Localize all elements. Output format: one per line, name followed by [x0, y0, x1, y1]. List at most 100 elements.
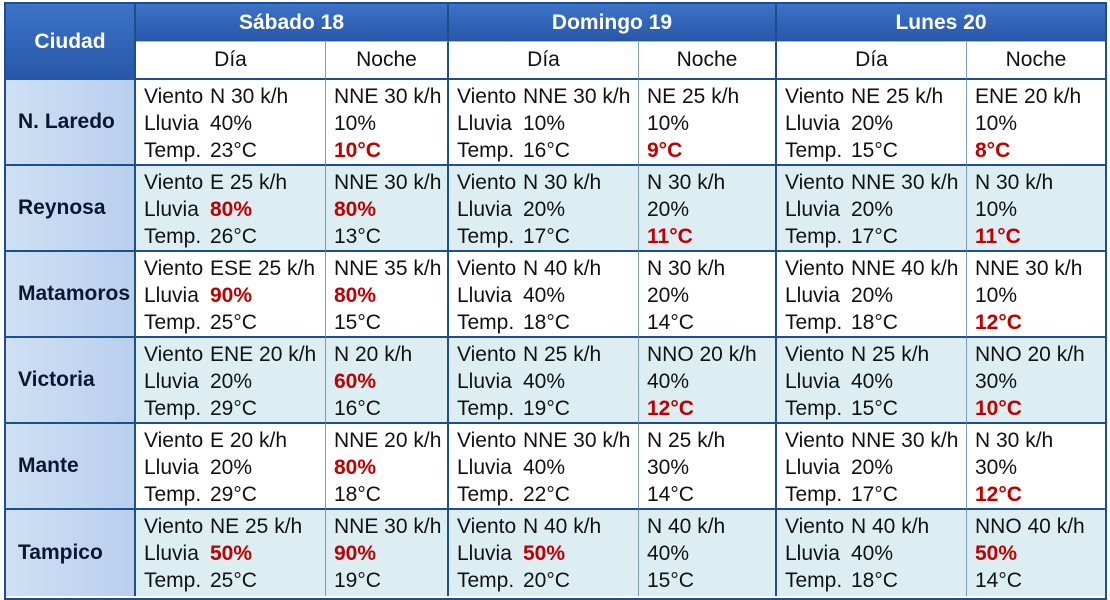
wind-line-label: Viento	[457, 343, 517, 366]
temp-line: Temp. 29°C	[144, 395, 325, 422]
wind-line-label: Viento	[144, 515, 204, 538]
wind-line-label: Viento	[144, 429, 204, 452]
wind-line: Viento E 20 k/h	[144, 427, 325, 454]
forecast-cell: Viento NNE 30 k/h Lluvia 20% Temp. 17°C	[777, 424, 967, 510]
city-name: Victoria	[6, 338, 136, 424]
wind-line-value: N 30 k/h	[975, 171, 1054, 194]
wind-line: Viento N 40 k/h	[457, 255, 638, 282]
forecast-cell: N 40 k/h 40% 15°C	[639, 510, 777, 596]
rain-line: Lluvia 20%	[785, 282, 966, 309]
temp-line-value: 15°C	[851, 397, 898, 420]
city-name: Matamoros	[6, 252, 136, 338]
wind-line-value: N 40 k/h	[523, 257, 602, 280]
temp-line: 19°C	[334, 567, 447, 594]
rain-line: 10%	[975, 110, 1105, 137]
rain-line: 20%	[647, 196, 775, 223]
rain-line-value: 40%	[523, 370, 566, 393]
rain-line-value: 40%	[851, 542, 894, 565]
wind-line: NNE 30 k/h	[975, 255, 1105, 282]
temp-line-value: 10°C	[334, 139, 381, 162]
wind-line: Viento NNE 30 k/h	[785, 427, 966, 454]
wind-line-label: Viento	[785, 429, 845, 452]
forecast-cell: NNE 30 k/h 80% 13°C	[326, 166, 449, 252]
wind-line: N 25 k/h	[647, 427, 775, 454]
temp-line-value: 25°C	[210, 311, 257, 334]
rain-line: 60%	[334, 368, 447, 395]
rain-line-value: 20%	[851, 456, 894, 479]
rain-line-label: Lluvia	[785, 542, 840, 565]
rain-line-label: Lluvia	[785, 456, 840, 479]
rain-line: Lluvia 20%	[144, 454, 325, 481]
temp-line-value: 16°C	[334, 397, 381, 420]
rain-line-label: Lluvia	[785, 112, 840, 135]
city-name: N. Laredo	[6, 80, 136, 166]
wind-line-value: N 25 k/h	[523, 343, 602, 366]
rain-line: 10%	[647, 110, 775, 137]
wind-line-value: N 30 k/h	[975, 429, 1054, 452]
wind-line: N 30 k/h	[647, 255, 775, 282]
forecast-cell: Viento ESE 25 k/h Lluvia 90% Temp. 25°C	[136, 252, 326, 338]
temp-line-label: Temp.	[144, 483, 202, 506]
temp-line: Temp. 29°C	[144, 481, 325, 508]
rain-line-value: 80%	[334, 198, 377, 221]
rain-line: Lluvia 20%	[785, 110, 966, 137]
temp-line-value: 29°C	[210, 397, 257, 420]
temp-line-value: 25°C	[210, 569, 257, 592]
rain-line: 50%	[975, 540, 1105, 567]
rain-line: 10%	[975, 196, 1105, 223]
forecast-cell: Viento N 40 k/h Lluvia 50% Temp. 20°C	[449, 510, 639, 596]
rain-line: Lluvia 40%	[457, 282, 638, 309]
rain-line-value: 20%	[210, 456, 253, 479]
rain-line: Lluvia 20%	[785, 454, 966, 481]
wind-line-value: ESE 25 k/h	[210, 257, 316, 280]
temp-line: Temp. 18°C	[785, 309, 966, 336]
temp-line-label: Temp.	[457, 483, 515, 506]
forecast-cell: Viento N 40 k/h Lluvia 40% Temp. 18°C	[777, 510, 967, 596]
wind-line: NNE 20 k/h	[334, 427, 447, 454]
temp-line: 15°C	[647, 567, 775, 594]
temp-line-value: 13°C	[334, 225, 381, 248]
temp-line: Temp. 17°C	[785, 481, 966, 508]
rain-line-value: 80%	[334, 284, 377, 307]
rain-line: Lluvia 40%	[457, 368, 638, 395]
rain-line: 20%	[647, 282, 775, 309]
rain-line-value: 20%	[647, 284, 690, 307]
temp-line: 18°C	[334, 481, 447, 508]
temp-line-label: Temp.	[144, 569, 202, 592]
rain-line-value: 40%	[647, 542, 690, 565]
wind-line-label: Viento	[457, 257, 517, 280]
temp-line-value: 19°C	[334, 569, 381, 592]
forecast-cell: NNE 35 k/h 80% 15°C	[326, 252, 449, 338]
temp-line: 8°C	[975, 137, 1105, 164]
wind-line: N 40 k/h	[647, 513, 775, 540]
rain-line-label: Lluvia	[144, 456, 199, 479]
temp-line-value: 17°C	[851, 225, 898, 248]
wind-line-value: N 30 k/h	[647, 257, 726, 280]
rain-line: 30%	[975, 368, 1105, 395]
rain-line: Lluvia 10%	[457, 110, 638, 137]
wind-line: Viento NNE 40 k/h	[785, 255, 966, 282]
rain-line: Lluvia 50%	[144, 540, 325, 567]
wind-line-value: N 20 k/h	[334, 343, 413, 366]
temp-line-value: 18°C	[334, 483, 381, 506]
temp-line: Temp. 26°C	[144, 223, 325, 250]
city-name: Tampico	[6, 510, 136, 596]
wind-line-value: N 25 k/h	[851, 343, 930, 366]
temp-line-value: 18°C	[523, 311, 570, 334]
forecast-cell: NNE 30 k/h 10% 12°C	[967, 252, 1105, 338]
temp-line-value: 29°C	[210, 483, 257, 506]
wind-line-label: Viento	[144, 171, 204, 194]
temp-line-value: 11°C	[975, 225, 1021, 248]
forecast-table: Ciudad Sábado 18 Domingo 19 Lunes 20 Día…	[4, 2, 1107, 600]
forecast-cell: NNO 20 k/h 30% 10°C	[967, 338, 1105, 424]
rain-line-value: 80%	[334, 456, 377, 479]
forecast-cell: Viento NNE 30 k/h Lluvia 20% Temp. 17°C	[777, 166, 967, 252]
wind-line: Viento N 25 k/h	[457, 341, 638, 368]
wind-line: Viento NNE 30 k/h	[785, 169, 966, 196]
rain-line-value: 90%	[210, 284, 253, 307]
rain-line-value: 20%	[851, 112, 894, 135]
header-day-lunes: Lunes 20	[777, 4, 1105, 42]
rain-line: Lluvia 20%	[457, 196, 638, 223]
wind-line: N 30 k/h	[975, 427, 1105, 454]
temp-line-label: Temp.	[457, 397, 515, 420]
